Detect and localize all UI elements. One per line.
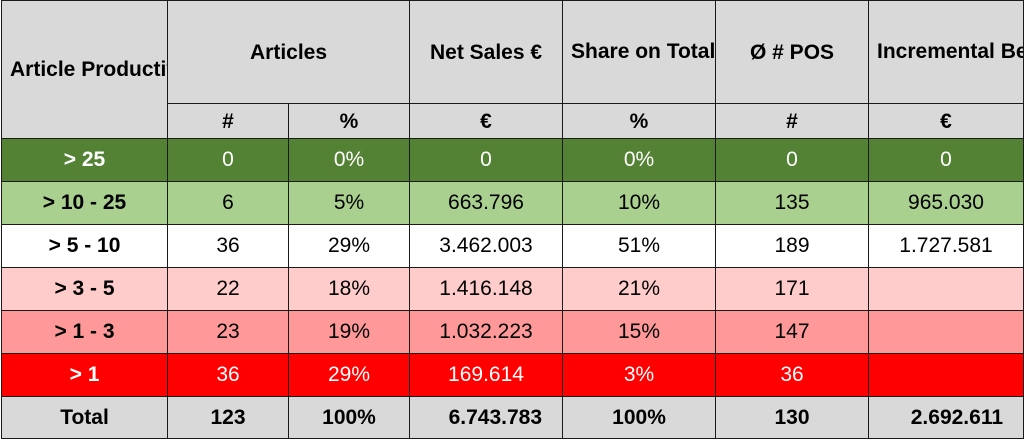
unit-articles-pct: % xyxy=(287,103,411,139)
table-row: > 1 36 29% 169.614 3% 36 xyxy=(1,353,1024,397)
total-incremental: 2.692.611 xyxy=(868,396,1024,439)
row-pct: 19% xyxy=(287,310,411,354)
row-net-sales: 169.614 xyxy=(409,353,564,397)
unit-share: % xyxy=(562,103,717,139)
total-pct: 100% xyxy=(287,396,411,439)
row-incremental xyxy=(868,353,1024,397)
row-share: 51% xyxy=(562,224,717,268)
row-net-sales: 1.416.148 xyxy=(409,267,564,311)
row-net-sales: 1.032.223 xyxy=(409,310,564,354)
unit-pos: # xyxy=(715,103,870,139)
row-label: > 3 - 5 xyxy=(1,267,168,311)
header-article-productivity: Article Productivity xyxy=(1,0,168,139)
unit-net-sales: € xyxy=(409,103,564,139)
table-row: > 10 - 25 6 5% 663.796 10% 135 965.030 xyxy=(1,181,1024,225)
row-share: 3% xyxy=(562,353,717,397)
row-count: 23 xyxy=(167,310,289,354)
row-net-sales: 3.462.003 xyxy=(409,224,564,268)
row-count: 0 xyxy=(167,138,289,182)
row-pct: 18% xyxy=(287,267,411,311)
table-row: > 3 - 5 22 18% 1.416.148 21% 171 xyxy=(1,267,1024,311)
row-label: > 25 xyxy=(1,138,168,182)
unit-incremental: € xyxy=(868,103,1024,139)
row-label: > 10 - 25 xyxy=(1,181,168,225)
row-net-sales: 0 xyxy=(409,138,564,182)
row-net-sales: 663.796 xyxy=(409,181,564,225)
row-count: 36 xyxy=(167,353,289,397)
row-pos: 135 xyxy=(715,181,870,225)
header-net-sales: Net Sales € xyxy=(409,0,564,104)
row-pos: 0 xyxy=(715,138,870,182)
row-incremental: 0 xyxy=(868,138,1024,182)
row-share: 10% xyxy=(562,181,717,225)
header-pos: Ø # POS xyxy=(715,0,870,104)
header-share: Share on Total Net Sales xyxy=(562,0,717,104)
row-incremental: 1.727.581 xyxy=(868,224,1024,268)
table-row: > 1 - 3 23 19% 1.032.223 15% 147 xyxy=(1,310,1024,354)
header-row: Article Productivity Articles Net Sales … xyxy=(1,0,1024,139)
row-count: 36 xyxy=(167,224,289,268)
total-pos: 130 xyxy=(715,396,870,439)
row-count: 22 xyxy=(167,267,289,311)
row-share: 15% xyxy=(562,310,717,354)
row-label: > 1 xyxy=(1,353,168,397)
row-pos: 36 xyxy=(715,353,870,397)
row-pos: 171 xyxy=(715,267,870,311)
total-row: Total 123 100% 6.743.783 100% 130 2.692.… xyxy=(1,396,1024,439)
row-share: 21% xyxy=(562,267,717,311)
unit-row: # % € % # € xyxy=(2,103,1024,139)
row-pos: 147 xyxy=(715,310,870,354)
unit-articles-count: # xyxy=(167,103,289,139)
total-net-sales: 6.743.783 xyxy=(409,396,564,439)
header-incremental: Incremental Best Seller Potential xyxy=(868,0,1024,104)
row-label: > 5 - 10 xyxy=(1,224,168,268)
row-incremental xyxy=(868,267,1024,311)
row-pos: 189 xyxy=(715,224,870,268)
row-incremental xyxy=(868,310,1024,354)
table-row: > 5 - 10 36 29% 3.462.003 51% 189 1.727.… xyxy=(1,224,1024,268)
row-incremental: 965.030 xyxy=(868,181,1024,225)
header-articles: Articles xyxy=(166,0,411,104)
total-share: 100% xyxy=(562,396,717,439)
row-pct: 29% xyxy=(287,353,411,397)
row-label: > 1 - 3 xyxy=(1,310,168,354)
row-pct: 29% xyxy=(287,224,411,268)
total-count: 123 xyxy=(167,396,289,439)
row-pct: 5% xyxy=(287,181,411,225)
row-count: 6 xyxy=(167,181,289,225)
table-row: > 25 0 0% 0 0% 0 0 xyxy=(1,138,1024,182)
total-label: Total xyxy=(1,396,168,439)
row-share: 0% xyxy=(562,138,717,182)
row-pct: 0% xyxy=(287,138,411,182)
